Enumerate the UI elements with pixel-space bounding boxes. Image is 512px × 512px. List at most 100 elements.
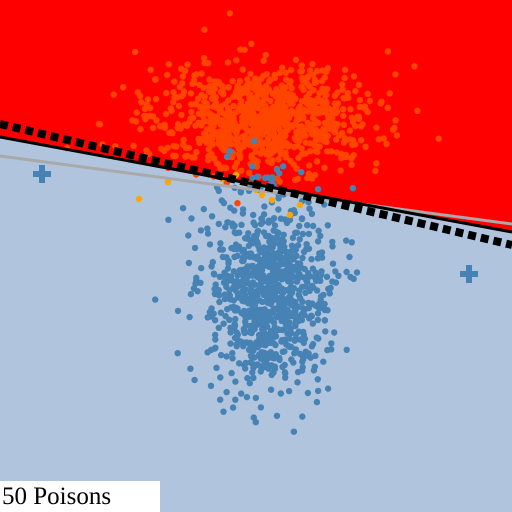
negative-point xyxy=(305,269,312,277)
negative-point xyxy=(295,328,302,335)
positive-point xyxy=(198,91,205,99)
negative-point xyxy=(238,221,245,228)
negative-point xyxy=(343,237,350,244)
positive-point xyxy=(178,65,185,73)
positive-point xyxy=(309,60,316,68)
positive-point xyxy=(284,113,292,121)
negative-point xyxy=(254,361,261,368)
negative-point xyxy=(211,345,218,352)
negative-point xyxy=(187,290,195,298)
negative-point xyxy=(187,365,194,372)
positive-point xyxy=(233,142,240,149)
negative-point xyxy=(311,273,318,280)
negative-point xyxy=(250,219,257,226)
negative-point xyxy=(245,230,252,237)
negative-point xyxy=(217,351,225,359)
positive-point xyxy=(324,85,331,93)
negative-point xyxy=(324,222,331,229)
negative-point xyxy=(242,321,250,329)
positive-point xyxy=(313,158,321,165)
negative-point xyxy=(227,340,234,347)
negative-point xyxy=(303,245,311,252)
positive-point xyxy=(179,80,186,87)
positive-point xyxy=(336,132,343,139)
negative-point xyxy=(264,299,272,306)
positive-point xyxy=(305,170,313,177)
positive-point xyxy=(248,40,255,47)
positive-point xyxy=(277,92,284,100)
negative-point xyxy=(293,278,301,285)
negative-point xyxy=(230,268,238,275)
positive-point xyxy=(234,200,241,207)
negative-point xyxy=(267,386,275,393)
negative-point xyxy=(222,313,229,320)
positive-point xyxy=(273,85,280,93)
negative-point xyxy=(219,246,226,253)
negative-point xyxy=(220,320,227,327)
negative-point xyxy=(216,298,223,306)
negative-point xyxy=(294,379,301,386)
positive-point xyxy=(252,75,259,82)
negative-point xyxy=(353,269,361,276)
negative-point xyxy=(272,261,280,268)
positive-point xyxy=(192,101,200,108)
positive-point xyxy=(164,144,171,151)
positive-point xyxy=(170,142,177,150)
positive-point xyxy=(280,85,287,92)
positive-point xyxy=(201,26,208,33)
poison-point xyxy=(286,211,294,219)
negative-point xyxy=(312,352,319,359)
negative-point xyxy=(320,304,327,312)
negative-point xyxy=(241,329,248,337)
negative-point xyxy=(324,385,332,392)
positive-point xyxy=(257,150,264,157)
negative-point xyxy=(260,211,268,218)
negative-point xyxy=(231,207,238,214)
negative-point xyxy=(216,273,223,280)
negative-point xyxy=(267,349,274,356)
positive-point xyxy=(341,74,348,82)
positive-point xyxy=(250,143,257,150)
positive-point xyxy=(355,81,363,89)
positive-point xyxy=(130,142,137,149)
positive-point xyxy=(311,102,318,110)
negative-point xyxy=(276,241,283,248)
negative-point xyxy=(215,324,222,331)
positive-point xyxy=(133,109,140,116)
positive-point xyxy=(200,137,207,144)
positive-point xyxy=(339,86,346,93)
positive-point xyxy=(288,85,295,92)
positive-point xyxy=(309,114,317,122)
positive-point xyxy=(186,118,193,126)
positive-point xyxy=(212,118,220,126)
positive-point xyxy=(274,99,281,106)
positive-point xyxy=(175,102,183,110)
positive-point xyxy=(262,116,270,124)
positive-point xyxy=(341,134,348,142)
negative-point xyxy=(226,148,234,155)
negative-point xyxy=(247,341,254,349)
positive-point xyxy=(269,90,276,98)
positive-point xyxy=(331,120,338,127)
negative-point xyxy=(261,260,268,267)
positive-point xyxy=(392,117,399,124)
positive-point xyxy=(333,103,340,111)
negative-point xyxy=(277,288,284,295)
positive-point xyxy=(169,130,176,137)
negative-point xyxy=(270,227,277,234)
negative-point xyxy=(314,387,322,395)
negative-points xyxy=(152,138,361,435)
positive-point xyxy=(263,110,270,118)
negative-point xyxy=(280,326,288,333)
positive-point xyxy=(350,73,358,80)
negative-point xyxy=(224,219,232,226)
positive-point xyxy=(373,124,380,131)
negative-point xyxy=(283,261,290,268)
negative-point xyxy=(249,347,257,354)
positive-point xyxy=(202,118,209,125)
positive-point xyxy=(293,117,300,125)
positive-point xyxy=(323,138,330,146)
negative-point xyxy=(258,331,265,338)
positive-point xyxy=(283,153,290,161)
